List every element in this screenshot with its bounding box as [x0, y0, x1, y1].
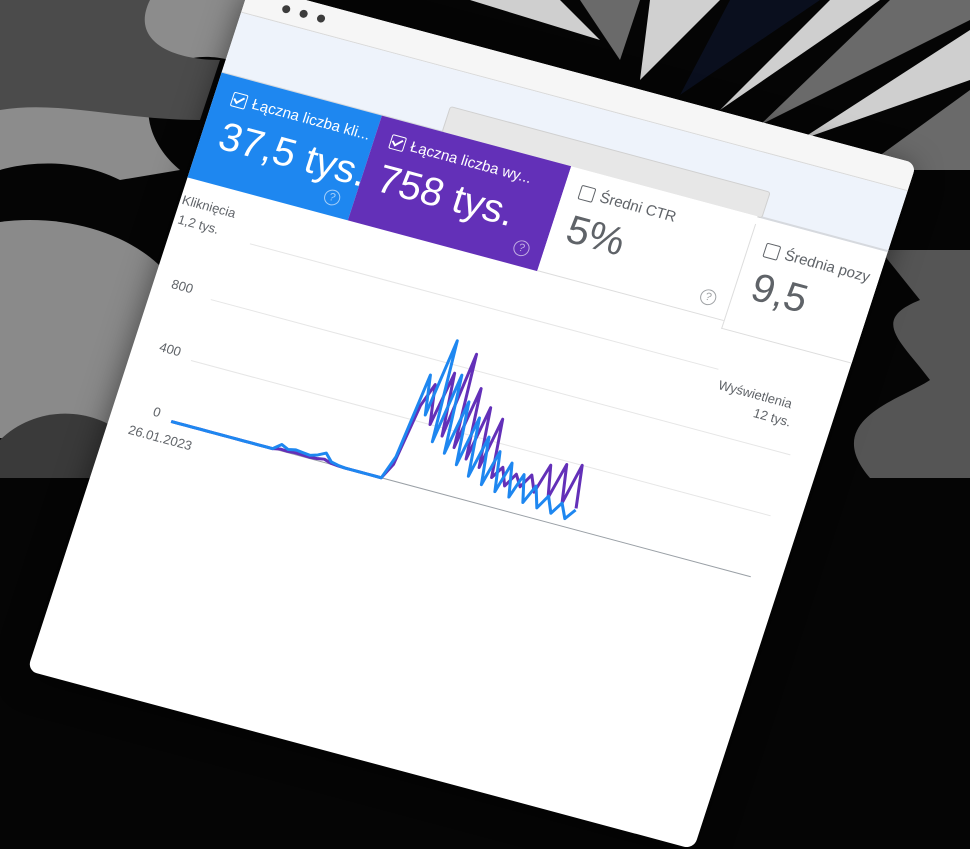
minimize-dot-icon[interactable]: [298, 9, 309, 19]
ray-stripes: [470, 0, 970, 170]
checkbox-icon[interactable]: [577, 184, 597, 203]
maximize-dot-icon[interactable]: [315, 13, 327, 24]
gridline: [249, 243, 719, 370]
checkbox-checked-icon[interactable]: [388, 134, 408, 153]
gridline: [190, 360, 771, 517]
close-dot-icon[interactable]: [281, 4, 292, 15]
impressions-series-line: [170, 352, 584, 509]
checkbox-checked-icon[interactable]: [229, 91, 249, 110]
checkbox-icon[interactable]: [762, 242, 782, 261]
gridline: [210, 299, 791, 456]
